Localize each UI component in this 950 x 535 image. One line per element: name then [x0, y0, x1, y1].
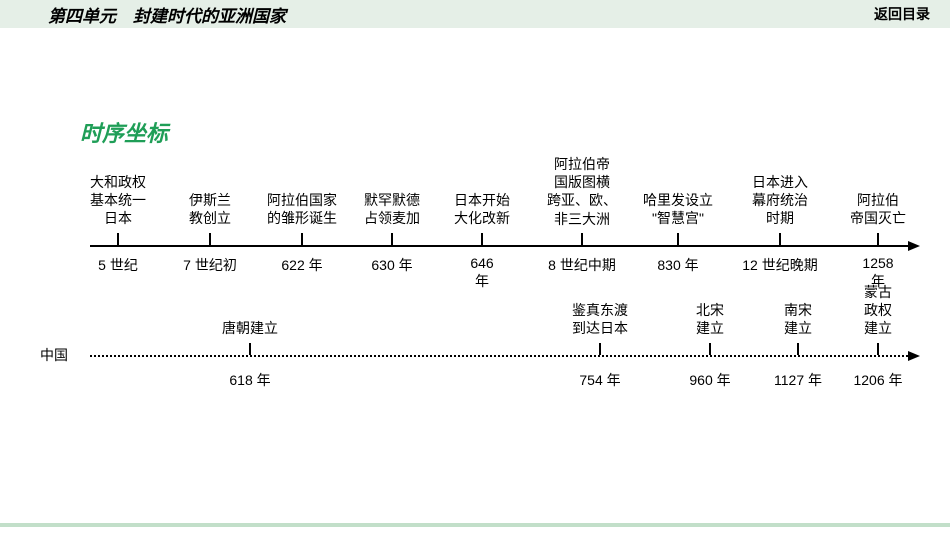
timeline-event: 日本开始大化改新: [454, 191, 510, 227]
timeline-arrow-icon: [908, 351, 920, 361]
timeline-event: 默罕默德占领麦加: [364, 191, 420, 227]
timeline-event: 唐朝建立: [222, 319, 278, 337]
timeline-event: 伊斯兰教创立: [189, 191, 231, 227]
timeline-event: 南宋建立: [784, 301, 812, 337]
timeline-event: 蒙古政权建立: [864, 283, 892, 338]
timeline-year: 960 年: [689, 370, 730, 390]
timeline-event: 日本进入幕府统治时期: [752, 173, 808, 228]
timeline-year: 8 世纪中期: [548, 255, 616, 275]
timeline-event: 北宋建立: [696, 301, 724, 337]
timeline-event: 阿拉伯国家的雏形诞生: [267, 191, 337, 227]
timeline-year: 754 年: [579, 370, 620, 390]
timeline-year: 630 年: [371, 255, 412, 275]
timeline-event: 鉴真东渡到达日本: [572, 301, 628, 337]
section-title: 时序坐标: [80, 116, 168, 148]
timeline-event: 哈里发设立"智慧宫": [643, 191, 713, 227]
timeline-event: 大和政权基本统一日本: [90, 173, 146, 228]
timeline-year: 12 世纪晚期: [742, 255, 817, 275]
timeline-year: 830 年: [657, 255, 698, 275]
timeline-year: 7 世纪初: [183, 255, 237, 275]
unit-title: 第四单元 封建时代的亚洲国家: [48, 2, 286, 27]
timeline-year: 5 世纪: [98, 255, 138, 275]
timeline-arrow-icon: [908, 241, 920, 251]
return-link[interactable]: 返回目录: [874, 4, 930, 24]
timeline-event: 阿拉伯帝国版图横跨亚、欧、非三大洲: [547, 155, 617, 228]
footer-bar: [0, 523, 950, 527]
timeline-year: 618 年: [229, 370, 270, 390]
timeline-year: 1206 年: [853, 370, 902, 390]
timeline-year: 622 年: [281, 255, 322, 275]
timeline-year: 1127 年: [774, 370, 822, 390]
timeline-year: 646年: [470, 255, 493, 291]
timeline-diagram: 中国大和政权基本统一日本5 世纪伊斯兰教创立7 世纪初阿拉伯国家的雏形诞生622…: [70, 150, 930, 430]
timeline-event: 阿拉伯帝国灭亡: [850, 191, 906, 227]
header-bar: 第四单元 封建时代的亚洲国家 返回目录: [0, 0, 950, 28]
